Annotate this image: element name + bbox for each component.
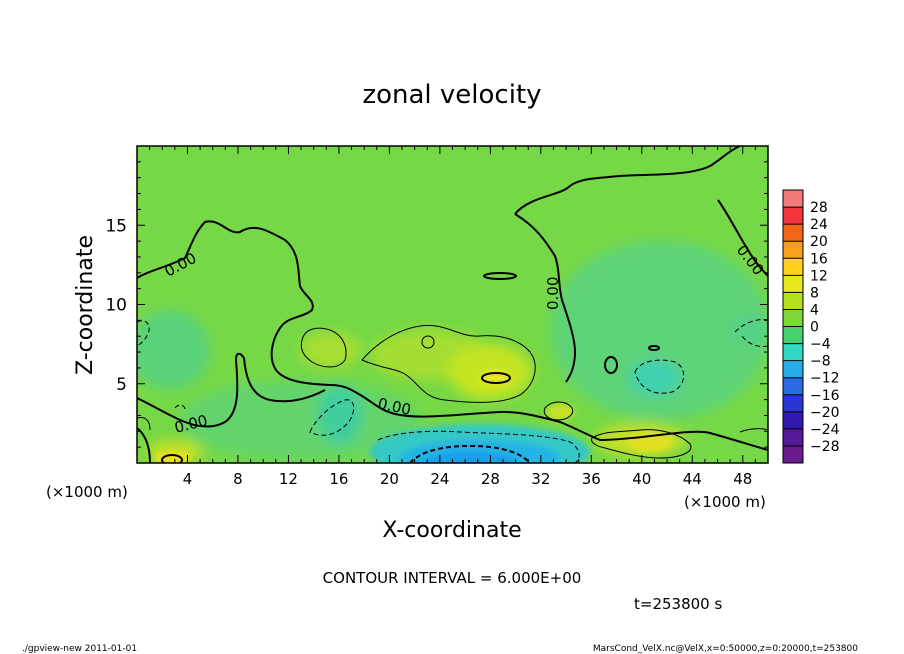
x-tick-label: 4 [183, 470, 193, 488]
x-tick-label: 32 [531, 470, 550, 488]
x-tick-label: 12 [279, 470, 298, 488]
colorbar-label: 24 [810, 217, 828, 233]
colorbar-swatch [783, 377, 803, 396]
colorbar-label: 12 [810, 268, 828, 284]
colorbar-label: 28 [810, 200, 828, 216]
footer-left: ./gpview-new 2011-01-01 [22, 644, 137, 654]
x-tick-label: 44 [683, 470, 702, 488]
x-tick-label: 24 [430, 470, 449, 488]
colorbar-label: 8 [810, 285, 819, 301]
x-tick-label: 28 [481, 470, 500, 488]
x-axis-label: X-coordinate [382, 518, 521, 543]
colorbar-label: −20 [810, 405, 840, 421]
colorbar-swatch [783, 411, 803, 430]
x-tick-label: 48 [733, 470, 752, 488]
x-tick-label: 8 [233, 470, 243, 488]
colorbar-label: −28 [810, 439, 840, 455]
x-tick-label: 20 [380, 470, 399, 488]
colorbar-swatch [783, 224, 803, 242]
colorbar-swatch [783, 292, 803, 310]
colorbar-swatch [783, 241, 803, 259]
x-tick-label: 40 [632, 470, 651, 488]
chart-title: zonal velocity [362, 80, 541, 110]
colorbar-swatch [783, 326, 803, 345]
colorbar-swatch [783, 207, 803, 225]
colorbar-swatch [783, 445, 803, 464]
y-axis-ticks: 5 10 15 [105, 161, 768, 448]
colorbar-label: −16 [810, 388, 840, 404]
contour-lines [137, 146, 768, 463]
colorbar-label: 4 [810, 302, 819, 318]
y-tick-label: 10 [105, 296, 127, 316]
colorbar-label: −24 [810, 422, 840, 438]
x-tick-label: 16 [329, 470, 348, 488]
colorbar-swatch [783, 190, 803, 208]
time-stamp: t=253800 s [634, 595, 722, 613]
colorbar-label: 16 [810, 251, 828, 267]
contour-label: 0.00 [544, 277, 562, 310]
x-tick-label: 36 [582, 470, 601, 488]
x-unit-left: (×1000 m) [46, 483, 128, 501]
colorbar-label: 20 [810, 234, 828, 250]
colorbar-label: −4 [810, 337, 831, 353]
y-tick-label: 15 [105, 216, 127, 236]
colorbar-swatch [783, 309, 803, 327]
colorbar-label: −12 [810, 371, 840, 387]
colorbar-swatch [783, 275, 803, 293]
colorbar-swatch [783, 258, 803, 276]
y-tick-label: 5 [116, 375, 127, 395]
colorbar-swatch [783, 394, 803, 413]
contour-interval: CONTOUR INTERVAL = 6.000E+00 [323, 569, 582, 587]
velocity-field: 0.00 0.00 0.00 0.00 0.00 [137, 146, 768, 463]
colorbar-label: 0 [810, 320, 819, 336]
x-axis-ticks: 4 8 12 16 20 24 28 32 36 40 44 48 [149, 146, 756, 488]
colorbar-swatch [783, 343, 803, 362]
x-unit-right: (×1000 m) [684, 493, 766, 511]
colorbar-swatch [783, 428, 803, 447]
y-axis-label: Z-coordinate [73, 235, 98, 375]
colorbar-label: −8 [810, 354, 831, 370]
colorbar-swatch [783, 360, 803, 379]
footer-right: MarsCond_VelX.nc@VelX,x=0:50000,z=0:2000… [593, 644, 858, 654]
